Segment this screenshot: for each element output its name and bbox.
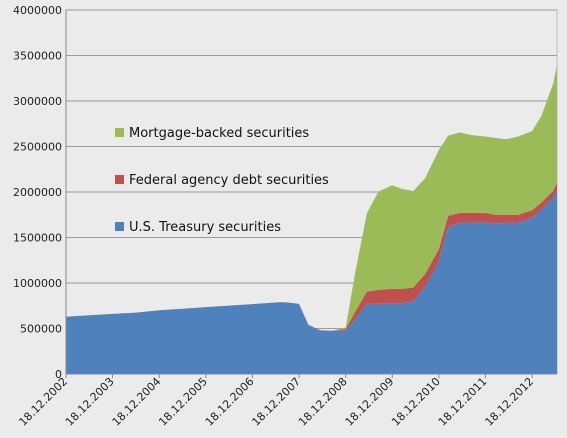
x-tick-label: 18.12.2003 bbox=[63, 375, 117, 429]
y-tick-label: 500000 bbox=[20, 323, 62, 336]
legend-swatch-mbs bbox=[115, 128, 124, 137]
x-tick-label: 18.12.2005 bbox=[156, 375, 210, 429]
area-treasury bbox=[66, 189, 557, 374]
x-tick-label: 18.12.2009 bbox=[343, 375, 397, 429]
legend-label-treasury: U.S. Treasury securities bbox=[129, 220, 281, 235]
legend: Mortgage-backed securities Federal agenc… bbox=[115, 126, 329, 235]
axes bbox=[65, 10, 557, 375]
legend-item-treasury: U.S. Treasury securities bbox=[115, 220, 281, 235]
y-tick-label: 3500000 bbox=[13, 50, 62, 63]
x-tick-label: 18.12.2012 bbox=[483, 375, 537, 429]
data-areas bbox=[66, 65, 557, 374]
y-tick-label: 2500000 bbox=[13, 141, 62, 154]
y-tick-label: 3000000 bbox=[13, 95, 62, 108]
x-tick-label: 18.12.2006 bbox=[203, 375, 257, 429]
x-tick-label: 18.12.2008 bbox=[296, 375, 350, 429]
legend-swatch-agency bbox=[115, 175, 124, 184]
legend-label-agency: Federal agency debt securities bbox=[129, 173, 329, 188]
legend-item-agency: Federal agency debt securities bbox=[115, 173, 329, 188]
y-axis-tick-labels: 0 500000 1000000 1500000 2000000 2500000 30000… bbox=[13, 4, 62, 381]
x-tick-label: 18.12.2007 bbox=[249, 375, 303, 429]
x-tick-label: 18.12.2004 bbox=[110, 375, 164, 429]
y-tick-label: 0 bbox=[55, 368, 62, 381]
y-tick-label: 1000000 bbox=[13, 277, 62, 290]
legend-label-mbs: Mortgage-backed securities bbox=[129, 126, 309, 141]
y-tick-label: 1500000 bbox=[13, 232, 62, 245]
legend-swatch-treasury bbox=[115, 222, 124, 231]
legend-item-mbs: Mortgage-backed securities bbox=[115, 126, 309, 141]
x-tick-label: 18.12.2011 bbox=[436, 375, 490, 429]
y-tick-label: 4000000 bbox=[13, 4, 62, 17]
area-mbs bbox=[66, 65, 557, 331]
x-tick-label: 18.12.2002 bbox=[16, 375, 70, 429]
x-tick-label: 18.12.2010 bbox=[389, 375, 443, 429]
x-axis-tick-labels: 18.12.200218.12.200318.12.200418.12.2005… bbox=[16, 374, 536, 429]
y-tick-label: 2000000 bbox=[13, 186, 62, 199]
